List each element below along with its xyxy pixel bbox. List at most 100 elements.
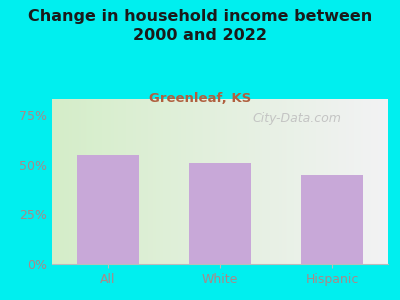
Bar — [371, 99, 373, 264]
Bar — [111, 99, 112, 264]
Bar — [136, 99, 138, 264]
Bar — [302, 99, 304, 264]
Bar — [128, 99, 129, 264]
Bar — [200, 99, 202, 264]
Bar — [116, 99, 118, 264]
Bar — [301, 175, 363, 264]
Bar — [228, 99, 230, 264]
Bar — [150, 99, 151, 264]
Bar — [104, 99, 106, 264]
Bar — [360, 99, 361, 264]
Bar — [203, 99, 205, 264]
Bar — [141, 99, 143, 264]
Bar — [250, 99, 252, 264]
Bar — [290, 99, 292, 264]
Bar — [108, 99, 109, 264]
Bar — [106, 99, 108, 264]
Bar — [380, 99, 381, 264]
Bar — [353, 99, 354, 264]
Bar — [267, 99, 269, 264]
Bar — [314, 99, 316, 264]
Bar — [296, 99, 297, 264]
Bar — [259, 99, 260, 264]
Bar — [274, 99, 276, 264]
Bar — [54, 99, 55, 264]
Bar — [146, 99, 148, 264]
Bar — [292, 99, 294, 264]
Bar — [185, 99, 186, 264]
Bar — [257, 99, 259, 264]
Bar — [230, 99, 232, 264]
Bar — [225, 99, 227, 264]
Bar — [238, 99, 240, 264]
Bar — [287, 99, 289, 264]
Bar — [234, 99, 235, 264]
Bar — [205, 99, 206, 264]
Bar — [324, 99, 326, 264]
Bar — [176, 99, 178, 264]
Bar — [112, 99, 114, 264]
Bar — [269, 99, 270, 264]
Bar — [59, 99, 60, 264]
Bar — [331, 99, 332, 264]
Bar — [222, 99, 223, 264]
Bar — [232, 99, 234, 264]
Bar — [376, 99, 378, 264]
Bar — [192, 99, 193, 264]
Bar — [270, 99, 272, 264]
Bar — [354, 99, 356, 264]
Bar — [306, 99, 307, 264]
Bar — [55, 99, 57, 264]
Bar — [156, 99, 158, 264]
Bar — [72, 99, 74, 264]
Bar — [301, 99, 302, 264]
Bar — [220, 99, 222, 264]
Bar — [218, 99, 220, 264]
Bar — [368, 99, 370, 264]
Bar — [322, 99, 324, 264]
Bar — [237, 99, 238, 264]
Bar — [265, 99, 267, 264]
Bar — [344, 99, 346, 264]
Bar — [92, 99, 94, 264]
Bar — [86, 99, 87, 264]
Bar — [94, 99, 96, 264]
Bar — [181, 99, 183, 264]
Bar — [326, 99, 328, 264]
Bar — [244, 99, 245, 264]
Bar — [319, 99, 321, 264]
Bar — [126, 99, 128, 264]
Bar — [74, 99, 76, 264]
Bar — [364, 99, 366, 264]
Bar — [272, 99, 274, 264]
Bar — [373, 99, 374, 264]
Bar — [164, 99, 166, 264]
Bar — [227, 99, 228, 264]
Bar — [89, 99, 91, 264]
Bar — [339, 99, 341, 264]
Bar — [363, 99, 364, 264]
Bar — [280, 99, 282, 264]
Bar — [138, 99, 139, 264]
Bar — [121, 99, 122, 264]
Bar — [188, 99, 190, 264]
Bar — [385, 99, 386, 264]
Bar — [175, 99, 176, 264]
Bar — [312, 99, 314, 264]
Bar — [332, 99, 334, 264]
Bar — [173, 99, 175, 264]
Bar — [294, 99, 296, 264]
Bar — [122, 99, 124, 264]
Bar — [109, 99, 111, 264]
Text: Greenleaf, KS: Greenleaf, KS — [149, 92, 251, 104]
Bar — [114, 99, 116, 264]
Bar — [195, 99, 196, 264]
Bar — [346, 99, 348, 264]
Bar — [160, 99, 161, 264]
Bar — [69, 99, 70, 264]
Bar — [252, 99, 254, 264]
Bar — [277, 99, 279, 264]
Bar — [139, 99, 141, 264]
Bar — [378, 99, 380, 264]
Bar — [260, 99, 262, 264]
